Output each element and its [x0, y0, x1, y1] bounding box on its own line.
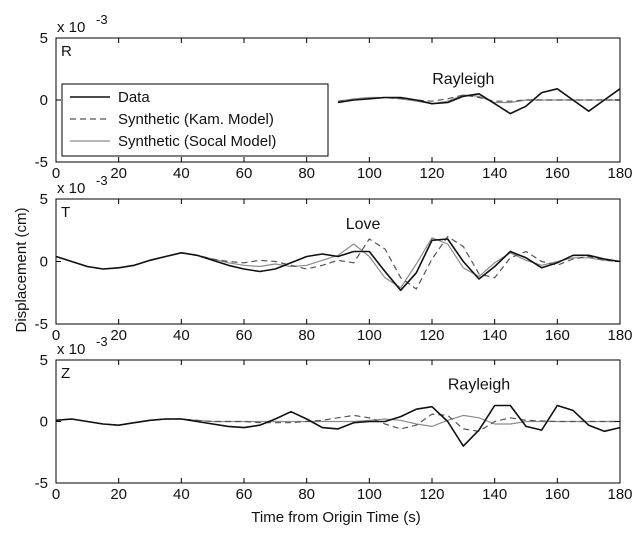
x-tick-label: 20 [110, 165, 127, 182]
series-line-data [55, 404, 621, 447]
component-label: T [61, 204, 70, 221]
wave-annotation: Love [346, 216, 381, 233]
plot-area-frame [55, 198, 621, 325]
x-tick-label: 120 [419, 486, 444, 503]
y-axis-title: Displacement (cm) [13, 207, 30, 332]
x-tick-label: 180 [607, 165, 632, 182]
series-line-data [337, 88, 621, 115]
x-tick-label: 40 [173, 486, 190, 503]
series-line-synthetic-kam-model [55, 235, 621, 290]
x-tick-label: 160 [545, 486, 570, 503]
x-tick-label: 100 [357, 165, 382, 182]
x-tick-label: 140 [482, 327, 507, 344]
y-tick-label: 5 [40, 352, 48, 369]
legend-entry: Synthetic (Kam. Model) [118, 111, 274, 128]
x-tick-label: 100 [357, 486, 382, 503]
x-tick-label: 120 [419, 327, 444, 344]
scale-factor-label: x 10 [57, 341, 85, 358]
scale-factor-exponent: -3 [96, 12, 108, 27]
x-tick-label: 60 [236, 486, 253, 503]
scale-factor-exponent: -3 [96, 334, 108, 349]
x-tick-label: 60 [236, 165, 253, 182]
component-label: Z [61, 365, 70, 382]
x-tick-label: 20 [110, 327, 127, 344]
x-tick-label: 100 [357, 327, 382, 344]
series-line-data [55, 238, 621, 292]
x-tick-label: 40 [173, 165, 190, 182]
x-tick-label: 120 [419, 165, 444, 182]
y-tick-label: -5 [35, 154, 48, 171]
x-tick-label: 40 [173, 327, 190, 344]
wave-annotation: Rayleigh [448, 377, 510, 394]
y-tick-label: 0 [40, 92, 48, 109]
legend-entry: Synthetic (Socal Model) [118, 133, 276, 150]
wave-annotation: Rayleigh [432, 71, 494, 88]
x-tick-label: 160 [545, 165, 570, 182]
x-tick-label: 180 [607, 486, 632, 503]
x-tick-label: 140 [482, 165, 507, 182]
y-tick-label: 0 [40, 414, 48, 431]
x-tick-label: 60 [236, 327, 253, 344]
component-label: R [61, 43, 72, 60]
series-line-synthetic-kam-model [337, 94, 620, 102]
y-tick-label: 5 [40, 191, 48, 208]
x-tick-label: 80 [298, 327, 315, 344]
scale-factor-exponent: -3 [96, 173, 108, 188]
scale-factor-label: x 10 [57, 19, 85, 36]
x-tick-label: 0 [52, 165, 60, 182]
y-tick-label: 5 [40, 30, 48, 47]
y-tick-label: -5 [35, 316, 48, 333]
x-tick-label: 80 [298, 165, 315, 182]
x-tick-label: 180 [607, 327, 632, 344]
legend-entry: Data [118, 89, 150, 106]
series-line-synthetic-kam-model [55, 413, 620, 432]
x-tick-label: 160 [545, 327, 570, 344]
x-axis-title: Time from Origin Time (s) [251, 509, 420, 526]
scale-factor-label: x 10 [57, 180, 85, 197]
legend-box [61, 83, 329, 157]
y-tick-label: -5 [35, 475, 48, 492]
legend: Data Synthetic (Kam. Model) Synthetic (Soc… [61, 83, 329, 157]
y-tick-label: 0 [40, 254, 48, 271]
x-tick-label: 140 [482, 486, 507, 503]
x-tick-label: 0 [52, 327, 60, 344]
x-tick-label: 0 [52, 486, 60, 503]
x-tick-label: 80 [298, 486, 315, 503]
x-tick-label: 20 [110, 486, 127, 503]
